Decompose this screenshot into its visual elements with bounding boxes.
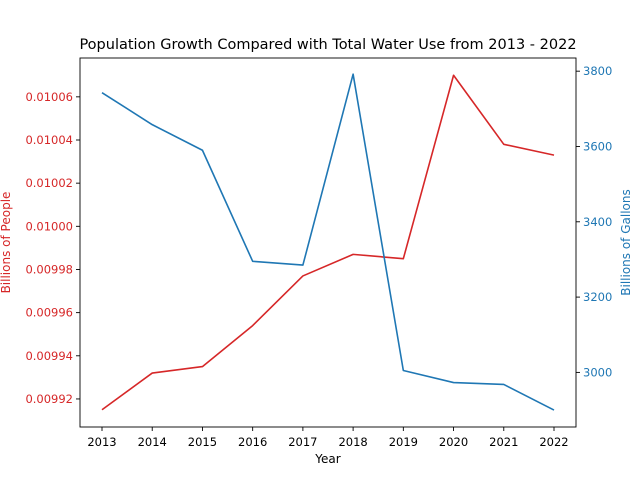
y-right-tick-label-2: 3400 [583,215,612,229]
x-tick-label-2014: 2014 [138,435,167,449]
x-tick-label-2021: 2021 [489,435,518,449]
x-tick-label-2020: 2020 [439,435,468,449]
x-tick-label-2017: 2017 [288,435,317,449]
x-axis-label: Year [314,452,340,466]
plot-frame [79,57,577,428]
y-left-tick-label-0: 0.00992 [25,392,73,406]
x-tick-label-2013: 2013 [87,435,116,449]
population-line [101,74,555,411]
y-right-axis-label: Billions of Gallons [619,189,633,295]
y-left-tick-label-7: 0.01006 [25,90,73,104]
y-left-axis-label: Billions of People [0,192,13,294]
y-left-tick-label-2: 0.00996 [25,306,73,320]
y-right-tick-label-1: 3200 [583,290,612,304]
x-tick-label-2018: 2018 [338,435,367,449]
x-tick-label-2022: 2022 [539,435,568,449]
y-right-tick-label-0: 3000 [583,365,612,379]
x-tick-label-2016: 2016 [238,435,267,449]
plot-area: 2013 2014 2015 2016 2017 2018 2019 2020 2021 2022… [25,57,612,449]
y-left-tick-label-4: 0.01000 [25,219,73,233]
y-left-tick-label-6: 0.01004 [25,133,73,147]
x-tick-label-2015: 2015 [188,435,217,449]
y-right-tick-label-3: 3600 [583,139,612,153]
y-left-tick-label-5: 0.01002 [25,176,73,190]
chart-title: Population Growth Compared with Total Wa… [79,37,576,53]
x-tick-label-2019: 2019 [389,435,418,449]
y-left-tick-label-3: 0.00998 [25,262,73,276]
y-right-tick-label-4: 3800 [583,64,612,78]
water-use-line [101,73,555,411]
y-left-tick-label-1: 0.00994 [25,349,73,363]
